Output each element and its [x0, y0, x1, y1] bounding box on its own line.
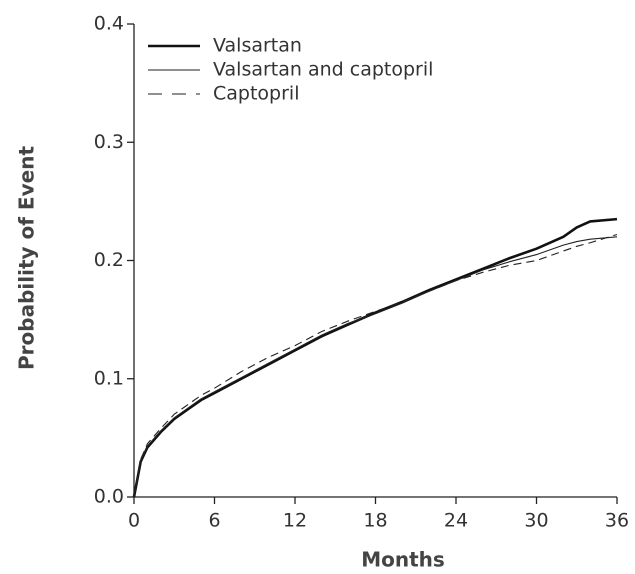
- x-tick-label: 30: [524, 510, 548, 532]
- x-axis-title: Months: [361, 548, 445, 572]
- y-tick-label: 0.4: [94, 13, 124, 35]
- x-tick-label: 6: [208, 510, 220, 532]
- x-tick-label: 18: [363, 510, 387, 532]
- x-tick-label: 36: [605, 510, 629, 532]
- legend-label: Valsartan: [213, 35, 302, 57]
- series-line: [132, 217, 618, 498]
- y-tick-label: 0.1: [94, 367, 124, 389]
- y-axis-title: Probability of Event: [15, 146, 39, 370]
- x-tick-label: 24: [444, 510, 468, 532]
- y-tick-label: 0.2: [94, 249, 124, 271]
- x-tick-label: 12: [283, 510, 307, 532]
- series-line: [133, 236, 618, 498]
- legend-label: Valsartan and captopril: [213, 59, 433, 81]
- y-tick-label: 0.0: [94, 486, 124, 508]
- series-line: [133, 233, 618, 498]
- x-tick-label: 0: [128, 510, 140, 532]
- y-tick-label: 0.3: [94, 131, 124, 153]
- legend-label: Captopril: [213, 83, 299, 105]
